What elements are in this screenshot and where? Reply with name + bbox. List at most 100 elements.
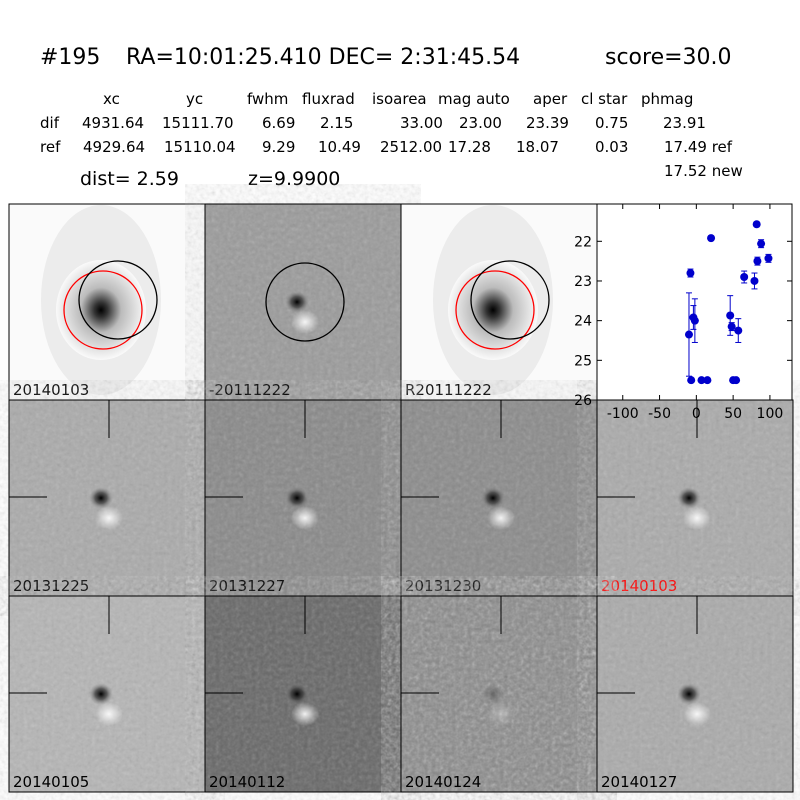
panel-label: 20131225 bbox=[13, 577, 89, 595]
table-cell: 0.03 bbox=[595, 138, 628, 156]
image-panel: R20111222 bbox=[400, 203, 598, 401]
table-cell: 18.07 bbox=[516, 138, 559, 156]
x-tick-label: 0 bbox=[692, 406, 701, 422]
table-cell: 10.49 bbox=[318, 138, 361, 156]
table-cell: 33.00 bbox=[400, 114, 443, 132]
data-point bbox=[757, 239, 766, 248]
column-header: aper bbox=[533, 90, 568, 108]
image-panel: 20131230 bbox=[400, 399, 598, 597]
data-point bbox=[740, 273, 749, 282]
data-point bbox=[764, 254, 773, 263]
panel-label: R20111222 bbox=[405, 381, 492, 399]
panels: 20140103 -20111222 R20111222 20131225 201312… bbox=[8, 203, 794, 793]
data-point bbox=[727, 322, 736, 331]
table-cell: 23.00 bbox=[459, 114, 502, 132]
table-cell: 9.29 bbox=[262, 138, 295, 156]
ref-circle bbox=[455, 270, 535, 350]
dif-circle bbox=[470, 260, 550, 340]
column-header: yc bbox=[186, 90, 203, 108]
column-header: phmag bbox=[641, 90, 693, 108]
candidate-id: #195 bbox=[40, 45, 100, 70]
table-cell: 17.49 ref bbox=[664, 138, 733, 156]
image-panel: 20140112 bbox=[204, 595, 402, 793]
image-panel: 20140103 bbox=[8, 203, 206, 401]
data-point bbox=[750, 276, 759, 285]
white-lobe bbox=[683, 702, 711, 726]
data-point bbox=[697, 376, 706, 385]
data-point bbox=[707, 234, 716, 243]
white-lobe bbox=[291, 506, 319, 530]
column-header: mag auto bbox=[438, 90, 510, 108]
image-panel: 20131225 bbox=[8, 399, 206, 597]
redshift: z=9.9900 bbox=[248, 168, 340, 190]
table-cell: 0.75 bbox=[595, 114, 628, 132]
x-tick-label: -100 bbox=[607, 406, 639, 422]
dif-circle bbox=[78, 260, 158, 340]
x-tick-label: 50 bbox=[724, 406, 742, 422]
data-point bbox=[690, 316, 699, 325]
source bbox=[677, 683, 701, 705]
galaxy bbox=[448, 260, 538, 360]
source bbox=[481, 683, 505, 705]
source bbox=[285, 291, 309, 313]
source bbox=[677, 487, 701, 509]
table-cell: 23.91 bbox=[663, 114, 706, 132]
table-cell: 15111.70 bbox=[162, 114, 234, 132]
chart: 22 23 24 25 26 -100 -50 0 50 100 bbox=[574, 203, 793, 422]
white-lobe bbox=[95, 702, 123, 726]
table-cell: 17.28 bbox=[448, 138, 491, 156]
image-panel: 20140103 bbox=[596, 399, 794, 597]
x-tick-label: 100 bbox=[757, 406, 784, 422]
row-label: ref bbox=[40, 138, 61, 156]
image-panel: -20111222 bbox=[204, 203, 402, 401]
table-cell: 4929.64 bbox=[83, 138, 145, 156]
table-cell: 6.69 bbox=[262, 114, 295, 132]
image-panel: 20131227 bbox=[204, 399, 402, 597]
panel-border bbox=[596, 595, 794, 793]
data-point bbox=[686, 269, 695, 278]
panel-label: 20140103 bbox=[601, 577, 677, 595]
data-point bbox=[687, 376, 696, 385]
column-header: isoarea bbox=[372, 90, 427, 108]
coordinates: RA=10:01:25.410 DEC= 2:31:45.54 bbox=[126, 45, 520, 70]
panel-label: 20131230 bbox=[405, 577, 481, 595]
panel-label: 20140124 bbox=[405, 773, 481, 791]
table-cell: 2.15 bbox=[320, 114, 353, 132]
image-panel: 20140105 bbox=[8, 595, 206, 793]
panel-label: 20140105 bbox=[13, 773, 89, 791]
column-header: fluxrad bbox=[302, 90, 355, 108]
table: xc yc fwhm fluxrad isoarea mag auto aper cl sta… bbox=[40, 90, 733, 156]
ref-circle bbox=[63, 270, 143, 350]
source bbox=[285, 487, 309, 509]
white-lobe bbox=[291, 310, 319, 334]
source bbox=[481, 487, 505, 509]
source bbox=[89, 683, 113, 705]
source bbox=[89, 487, 113, 509]
score: score=30.0 bbox=[605, 45, 732, 70]
y-tick-label: 23 bbox=[574, 274, 592, 290]
y-tick-label: 26 bbox=[574, 393, 592, 409]
data-point bbox=[726, 311, 735, 320]
y-tick-label: 22 bbox=[574, 234, 592, 250]
panel-label: 20131227 bbox=[209, 577, 285, 595]
panel-label: 20140103 bbox=[13, 381, 89, 399]
distance: dist= 2.59 bbox=[80, 168, 179, 190]
source bbox=[285, 683, 309, 705]
panel-label: -20111222 bbox=[209, 381, 291, 399]
x-tick-label: -50 bbox=[648, 406, 671, 422]
dif-circle bbox=[265, 262, 345, 342]
galaxy bbox=[56, 260, 146, 360]
table-cell: 15110.04 bbox=[164, 138, 236, 156]
table-cell: 23.39 bbox=[526, 114, 569, 132]
y-tick-label: 24 bbox=[574, 314, 592, 330]
table-cell: 2512.00 bbox=[380, 138, 442, 156]
data-point bbox=[752, 220, 761, 229]
white-lobe bbox=[487, 702, 515, 726]
column-header: fwhm bbox=[247, 90, 288, 108]
white-lobe bbox=[95, 506, 123, 530]
white-lobe bbox=[683, 506, 711, 530]
white-lobe bbox=[291, 702, 319, 726]
image-panel: 20140124 bbox=[400, 595, 598, 793]
image-panel: 20140127 bbox=[596, 595, 794, 793]
